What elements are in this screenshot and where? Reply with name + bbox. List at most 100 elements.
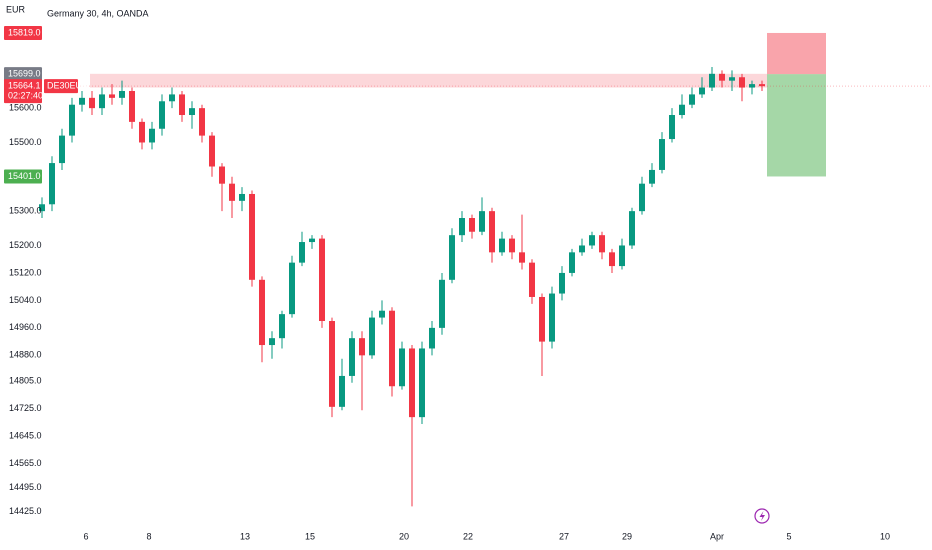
candle-body (659, 139, 665, 170)
y-tick-label: 15040.0 (9, 295, 42, 305)
candle-body (189, 108, 195, 116)
candle-body (219, 166, 225, 184)
candle-body (479, 211, 485, 232)
candle-body (249, 193, 255, 280)
candle-body (49, 163, 55, 205)
y-tick-label: 15200.0 (9, 240, 42, 250)
price-badge-label: 15699.0 (8, 69, 41, 79)
price-badge-label: 15401.0 (8, 171, 41, 181)
candle-body (749, 84, 755, 88)
candle-body (169, 94, 175, 102)
x-tick-label: 8 (146, 531, 151, 541)
y-tick-label: 15300.0 (9, 206, 42, 216)
candle-body (39, 204, 45, 212)
candle-body (79, 97, 85, 105)
candle-body (649, 169, 655, 184)
candle-body (459, 218, 465, 236)
candle-body (499, 238, 505, 253)
candle-body (349, 338, 355, 376)
candle-body (519, 252, 525, 263)
candle-body (579, 245, 585, 253)
candle-body (199, 108, 205, 136)
candle-body (549, 293, 555, 342)
candle-body (239, 193, 245, 201)
y-tick-label: 14425.0 (9, 506, 42, 516)
y-tick-label: 14495.0 (9, 482, 42, 492)
y-tick-label: 15500.0 (9, 137, 42, 147)
price-badge (4, 169, 42, 184)
symbol-label: DE30EUR (47, 81, 89, 91)
candle-body (109, 94, 115, 98)
x-tick-label: 6 (83, 531, 88, 541)
chart-title: Germany 30, 4h, OANDA (47, 8, 149, 18)
price-badge (4, 25, 42, 40)
y-tick-label: 15600.0 (9, 103, 42, 113)
y-tick-label: 14565.0 (9, 458, 42, 468)
candle-body (279, 314, 285, 339)
candle-body (299, 242, 305, 263)
lightning-icon[interactable] (754, 508, 770, 524)
x-tick-label: 10 (880, 531, 890, 541)
candle-body (129, 90, 135, 122)
candle-body (139, 121, 145, 143)
candle-body (429, 327, 435, 349)
candle-body (709, 73, 715, 88)
candle-body (399, 348, 405, 387)
candle-body (389, 310, 395, 387)
candle-body (329, 321, 335, 407)
x-tick-label: 22 (463, 531, 473, 541)
countdown: 02:27:40 (8, 91, 43, 101)
candle-body (339, 375, 345, 407)
y-tick-label: 14805.0 (9, 375, 42, 385)
candle-body (609, 252, 615, 267)
candle-body (759, 84, 765, 87)
stop-area (767, 32, 826, 75)
candle-body (69, 104, 75, 136)
candle-body (589, 235, 595, 246)
resistance-zone (90, 73, 767, 88)
candle-body (289, 262, 295, 315)
y-tick-label: 14880.0 (9, 350, 42, 360)
candle-body (469, 218, 475, 232)
x-tick-label: 29 (622, 531, 632, 541)
currency: EUR (6, 4, 26, 14)
candle-body (539, 296, 545, 342)
target-area (767, 74, 826, 177)
candle-body (739, 77, 745, 88)
price-badge-label: 15664.1 (8, 81, 41, 91)
candle-body (529, 262, 535, 297)
candle-body (509, 238, 515, 253)
candle-body (359, 338, 365, 356)
candle-body (179, 94, 185, 116)
candle-body (209, 135, 215, 167)
x-tick-label: 27 (559, 531, 569, 541)
candle-body (639, 183, 645, 212)
candle-body (729, 77, 735, 81)
candle-body (629, 211, 635, 246)
x-tick-label: Apr (710, 531, 724, 541)
symbol-tag (44, 79, 78, 94)
y-tick-label: 14960.0 (9, 322, 42, 332)
candle-body (679, 104, 685, 116)
price-badge (4, 67, 42, 82)
candle-body (309, 238, 315, 243)
x-tick-label: 5 (786, 531, 791, 541)
candle-body (159, 101, 165, 129)
candle-body (699, 87, 705, 95)
x-tick-label: 15 (305, 531, 315, 541)
y-tick-label: 14645.0 (9, 430, 42, 440)
candle-body (99, 94, 105, 109)
candle-body (89, 97, 95, 109)
candle-body (419, 348, 425, 418)
candle-body (669, 115, 675, 140)
candle-body (599, 235, 605, 253)
candle-body (149, 128, 155, 143)
candle-body (59, 135, 65, 164)
candle-body (319, 238, 325, 322)
candle-body (559, 272, 565, 294)
price-badge-label: 15819.0 (8, 27, 41, 37)
candle-body (449, 235, 455, 280)
x-tick-label: 20 (399, 531, 409, 541)
candle-body (439, 279, 445, 328)
